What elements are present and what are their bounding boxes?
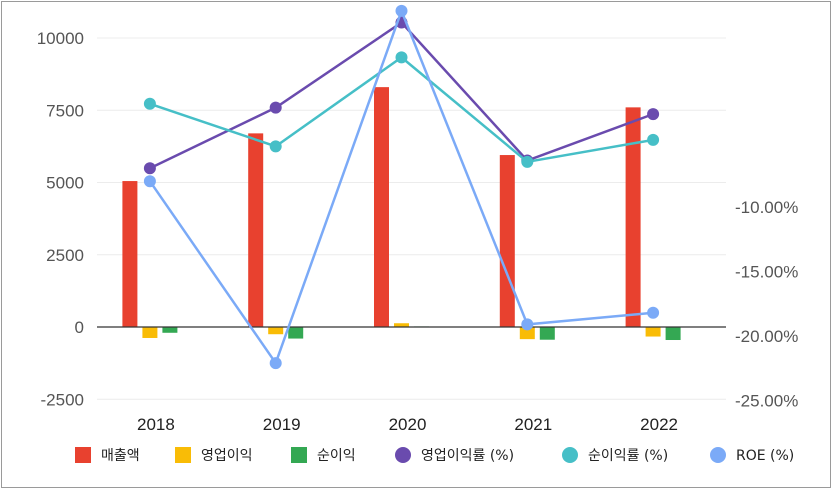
bar-매출액-2020	[374, 87, 389, 327]
bar-순이익-2019	[288, 327, 304, 339]
bar-매출액-2019	[248, 133, 264, 327]
left-tick-label: -2500	[41, 390, 84, 409]
point-순이익률 (%)-2018	[143, 97, 156, 110]
point-영업이익률 (%)-2022	[647, 108, 660, 121]
point-순이익률 (%)-2022	[647, 133, 660, 146]
legend-label: 영업이익률 (%)	[421, 448, 514, 464]
legend-label: 매출액	[101, 448, 140, 464]
legend-label: 순이익	[317, 448, 356, 464]
right-tick-label: -20.00%	[735, 327, 798, 346]
x-tick-label: 2018	[137, 415, 175, 434]
x-tick-label: 2020	[389, 415, 427, 434]
bar-매출액-2018	[122, 181, 138, 327]
bar-영업이익-2019	[268, 327, 284, 335]
bar-영업이익-2020	[394, 323, 409, 327]
x-axis-ticks: 2018 2019 2020 2021 2022	[137, 415, 678, 434]
bars	[122, 87, 681, 341]
legend-label: 순이익률 (%)	[588, 448, 668, 464]
point-순이익률 (%)-2019	[269, 140, 282, 153]
point-ROE (%)-2019	[269, 357, 282, 370]
legend-swatch	[75, 447, 91, 463]
legend-swatch	[175, 447, 191, 463]
bar-매출액-2022	[625, 107, 641, 327]
legend-swatch	[562, 447, 578, 463]
series-line-영업이익률 (%)	[149, 20, 654, 170]
line-series	[143, 4, 660, 370]
legend-swatch	[395, 447, 411, 463]
legend-swatch	[710, 447, 726, 463]
bar-매출액-2021	[499, 155, 515, 327]
point-영업이익률 (%)-2019	[269, 101, 282, 114]
point-ROE (%)-2022	[647, 306, 660, 319]
point-영업이익률 (%)-2018	[143, 162, 156, 175]
legend-label: ROE (%)	[736, 448, 794, 464]
right-tick-label: -25.00%	[735, 392, 798, 411]
legend: 매출액 영업이익 순이익 영업이익률 (%) 순이익률 (%) ROE (%)	[75, 447, 794, 464]
point-순이익률 (%)-2020	[395, 51, 408, 64]
point-ROE (%)-2020	[395, 4, 408, 17]
x-tick-label: 2022	[640, 415, 678, 434]
left-tick-label: 7500	[46, 101, 84, 120]
right-tick-label: -15.00%	[735, 263, 798, 282]
bar-영업이익-2021	[519, 327, 535, 340]
point-ROE (%)-2021	[521, 318, 534, 331]
series-line-ROE (%)	[148, 7, 654, 366]
x-tick-label: 2019	[263, 415, 301, 434]
left-tick-label: 0	[75, 318, 84, 337]
x-tick-label: 2021	[514, 415, 552, 434]
left-tick-label: 10000	[37, 29, 84, 48]
left-tick-label: 2500	[46, 246, 84, 265]
point-순이익률 (%)-2021	[521, 155, 534, 168]
bar-영업이익-2018	[142, 327, 158, 338]
left-tick-label: 5000	[46, 174, 84, 193]
legend-swatch	[291, 447, 307, 463]
point-ROE (%)-2018	[143, 175, 156, 188]
right-tick-label: -10.00%	[735, 198, 798, 217]
left-axis-ticks: 10000 7500 5000 2500 0 -2500	[37, 29, 84, 409]
legend-label: 영업이익	[201, 448, 253, 464]
bar-순이익-2021	[539, 327, 555, 340]
bar-순이익-2018	[162, 327, 178, 333]
bar-영업이익-2022	[645, 327, 661, 337]
series-line-순이익률 (%)	[149, 55, 654, 164]
right-axis-ticks: -10.00% -15.00% -20.00% -25.00%	[735, 198, 798, 411]
bar-순이익-2022	[665, 327, 681, 341]
